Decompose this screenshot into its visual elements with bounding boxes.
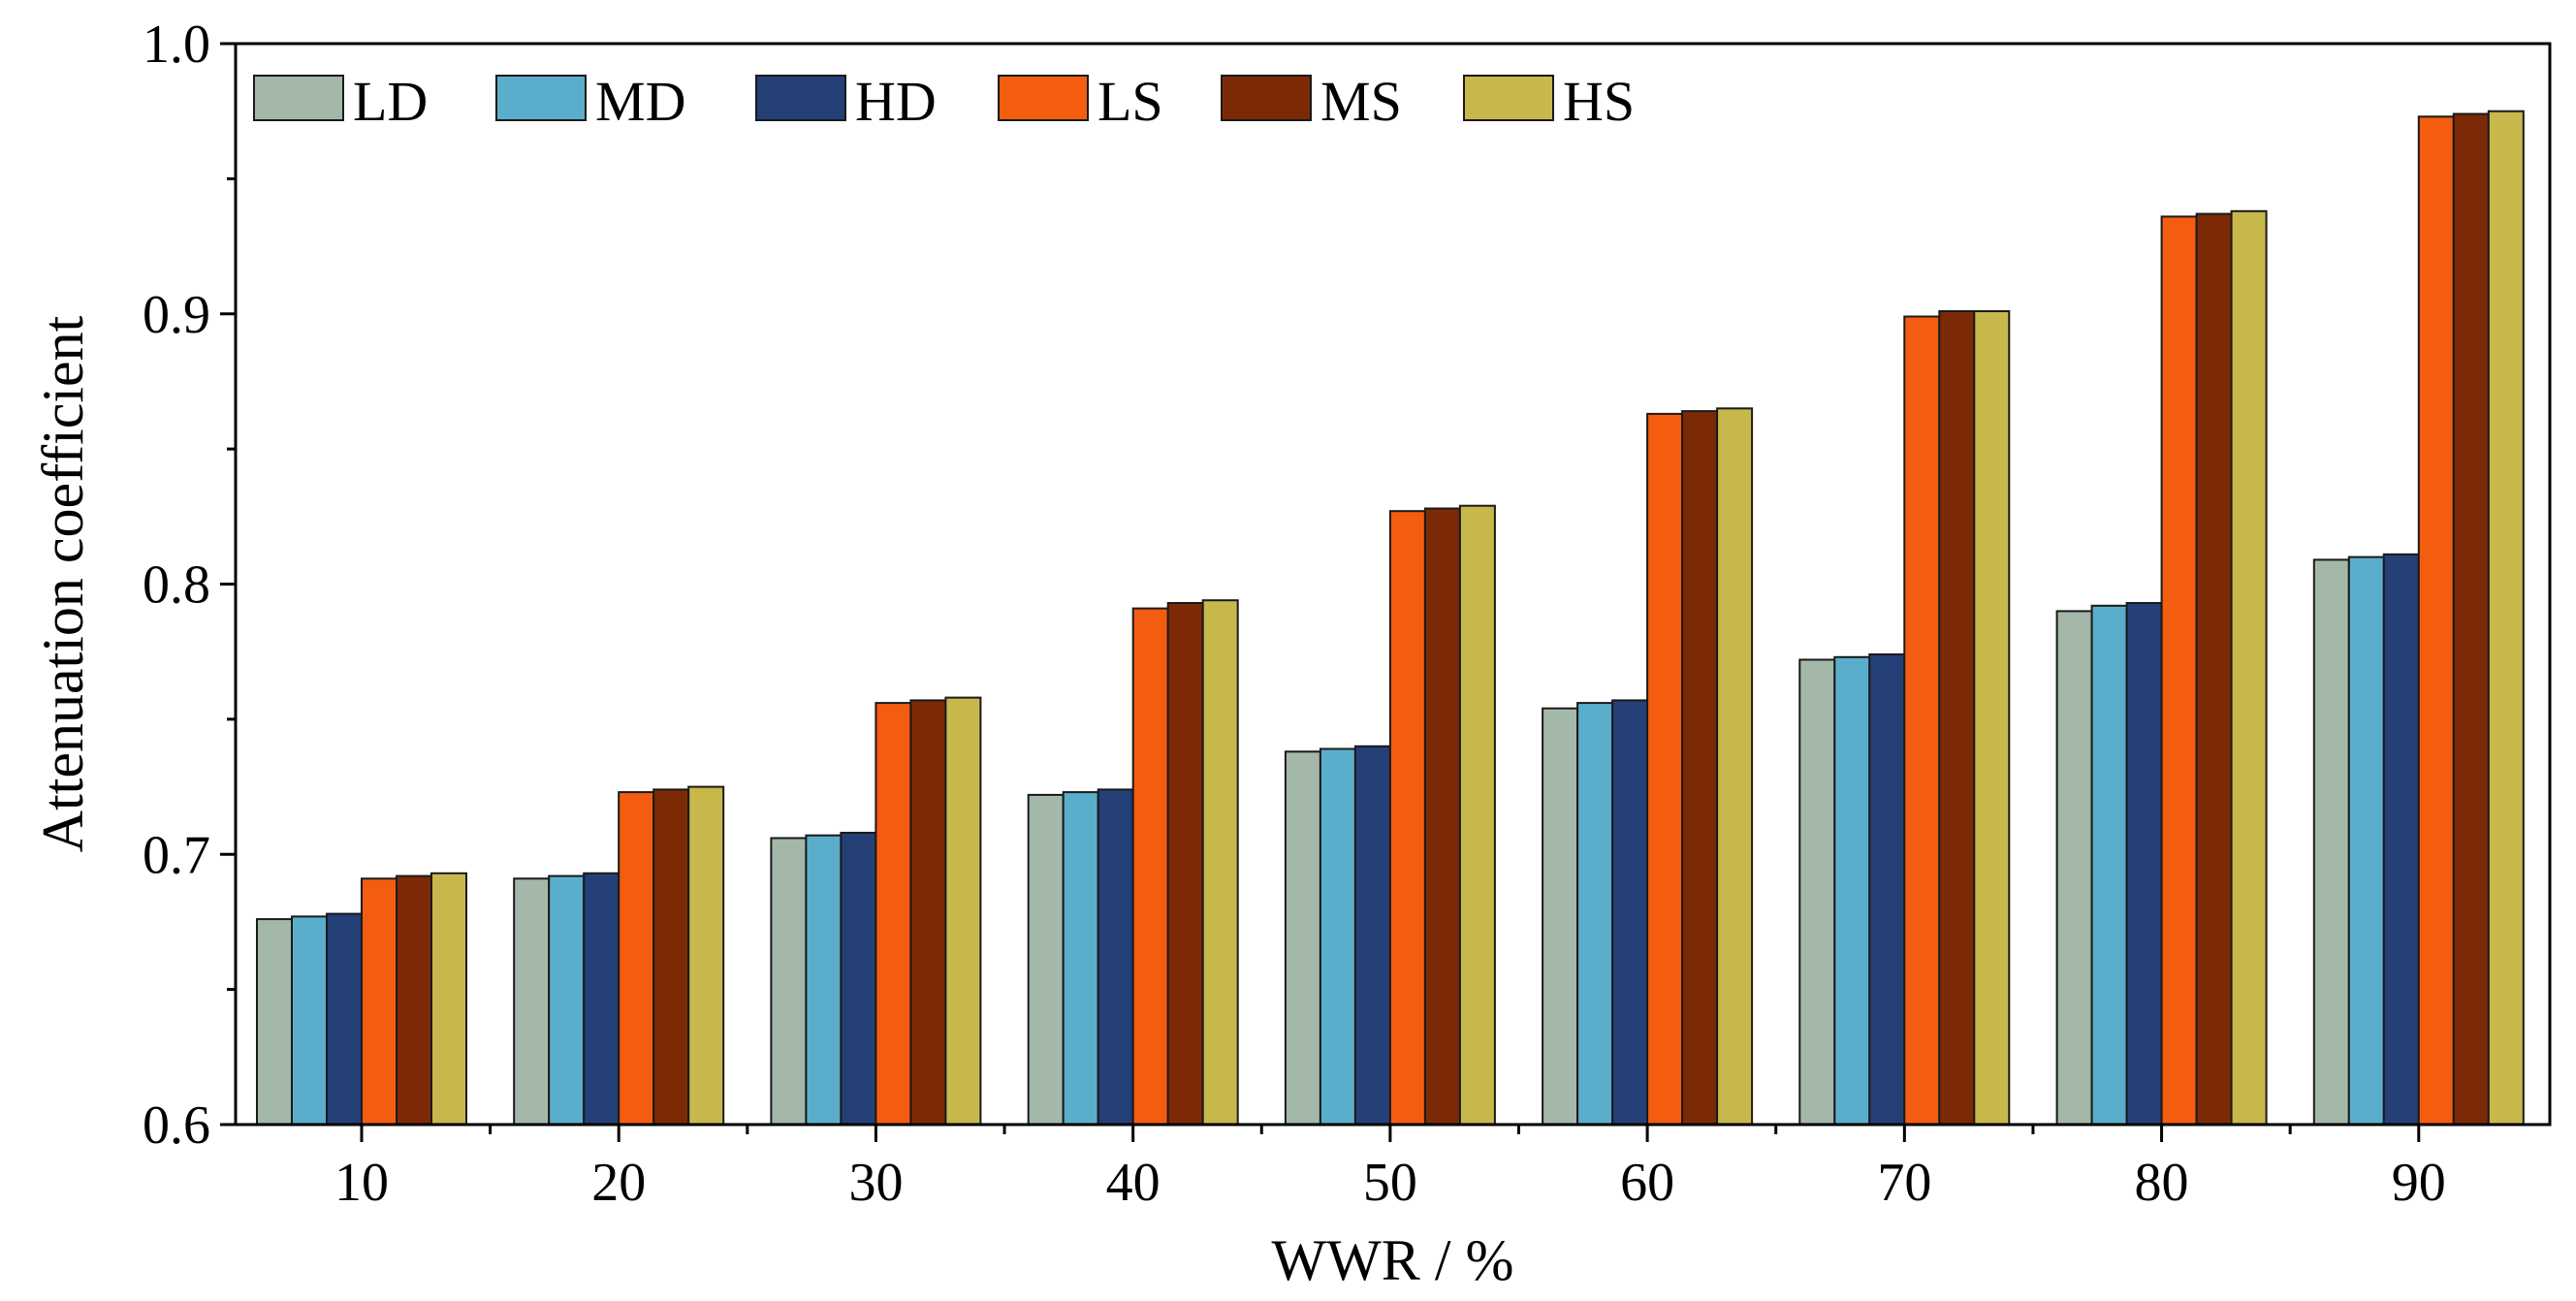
bar-HS-60 bbox=[1716, 407, 1754, 1126]
bar-HS-90 bbox=[2487, 110, 2525, 1126]
bar-HD-60 bbox=[1611, 699, 1649, 1126]
legend-label-MD: MD bbox=[595, 70, 685, 133]
y-tick-label: 0.8 bbox=[143, 555, 210, 616]
legend-label-MS: MS bbox=[1320, 70, 1402, 133]
x-tick-label: 40 bbox=[1106, 1153, 1161, 1213]
bar-MS-80 bbox=[2195, 212, 2233, 1126]
bar-HS-50 bbox=[1458, 504, 1496, 1126]
bar-LD-40 bbox=[1027, 793, 1065, 1126]
bar-LD-20 bbox=[513, 877, 551, 1126]
bar-MS-60 bbox=[1681, 410, 1719, 1126]
bar-MD-80 bbox=[2090, 604, 2128, 1126]
y-tick-label: 0.9 bbox=[143, 285, 210, 345]
bar-LD-60 bbox=[1542, 707, 1579, 1126]
bar-LD-30 bbox=[770, 837, 808, 1126]
bar-LD-10 bbox=[256, 918, 293, 1126]
bar-LD-90 bbox=[2312, 558, 2350, 1126]
x-tick-label: 80 bbox=[2135, 1153, 2189, 1213]
bar-MD-10 bbox=[291, 915, 328, 1126]
x-tick-label: 90 bbox=[2392, 1153, 2446, 1213]
bar-MS-10 bbox=[396, 874, 432, 1126]
bar-LS-80 bbox=[2160, 215, 2198, 1126]
bar-HD-30 bbox=[840, 832, 877, 1126]
bar-LS-40 bbox=[1131, 607, 1169, 1126]
bar-HD-90 bbox=[2382, 553, 2420, 1126]
y-tick-label: 0.6 bbox=[143, 1095, 210, 1156]
legend-swatch-LS bbox=[998, 75, 1089, 121]
x-tick-label: 10 bbox=[334, 1153, 389, 1213]
legend: LD MD HD LS MS HS bbox=[253, 70, 1635, 133]
bar-MS-70 bbox=[1938, 310, 1976, 1126]
bar-MS-20 bbox=[652, 788, 690, 1126]
bar-MS-40 bbox=[1166, 602, 1204, 1126]
bar-MD-90 bbox=[2347, 555, 2385, 1126]
legend-label-LD: LD bbox=[353, 70, 428, 133]
x-tick-label: 30 bbox=[848, 1153, 903, 1213]
x-tick-label: 70 bbox=[1877, 1153, 1931, 1213]
y-tick-label: 0.7 bbox=[143, 825, 210, 885]
x-tick-label: 60 bbox=[1620, 1153, 1674, 1213]
bar-HD-10 bbox=[326, 912, 363, 1126]
legend-swatch-HD bbox=[755, 75, 846, 121]
bar-MD-40 bbox=[1062, 791, 1099, 1126]
bar-HS-30 bbox=[944, 696, 982, 1126]
bar-LD-70 bbox=[1798, 658, 1836, 1126]
legend-label-HD: HD bbox=[855, 70, 937, 133]
y-tick-label: 1.0 bbox=[143, 15, 210, 75]
x-axis-title: WWR / % bbox=[1272, 1228, 1514, 1292]
bar-HD-80 bbox=[2125, 602, 2163, 1126]
legend-label-HS: HS bbox=[1563, 70, 1635, 133]
legend-swatch-HS bbox=[1463, 75, 1554, 121]
bar-MD-30 bbox=[805, 834, 843, 1126]
bar-LS-10 bbox=[361, 877, 398, 1126]
bar-HS-10 bbox=[430, 872, 467, 1126]
bar-HS-20 bbox=[687, 785, 725, 1126]
x-tick-label: 50 bbox=[1363, 1153, 1417, 1213]
axes-layer: 0.6 0.7 0.8 0.9 1.0 10 20 30 40 50 60 70 80 90 bbox=[143, 15, 2552, 1213]
bar-MD-60 bbox=[1576, 702, 1614, 1126]
bar-HS-70 bbox=[1973, 310, 2011, 1126]
legend-swatch-LD bbox=[253, 75, 344, 121]
bar-HD-20 bbox=[583, 872, 620, 1126]
bars-layer bbox=[256, 110, 2525, 1126]
bar-LS-30 bbox=[875, 702, 912, 1126]
bar-MS-50 bbox=[1423, 507, 1461, 1126]
bar-LD-80 bbox=[2055, 610, 2093, 1126]
y-axis-title: Attenuation coefficient bbox=[31, 315, 95, 852]
bar-LS-20 bbox=[618, 791, 655, 1126]
bar-MD-50 bbox=[1319, 747, 1356, 1126]
bar-HD-50 bbox=[1353, 745, 1391, 1126]
bar-HD-70 bbox=[1868, 653, 1906, 1126]
bar-HS-40 bbox=[1201, 599, 1239, 1126]
bar-MS-90 bbox=[2452, 112, 2490, 1126]
bar-LS-70 bbox=[1903, 315, 1941, 1126]
bar-HD-40 bbox=[1097, 788, 1134, 1126]
bar-LS-50 bbox=[1388, 510, 1426, 1126]
x-tick-label: 20 bbox=[591, 1153, 646, 1213]
bar-MD-20 bbox=[548, 874, 586, 1126]
legend-label-LS: LS bbox=[1097, 70, 1163, 133]
legend-swatch-MD bbox=[495, 75, 587, 121]
bar-LS-60 bbox=[1646, 412, 1684, 1126]
bar-LD-50 bbox=[1284, 750, 1321, 1126]
bar-MD-70 bbox=[1833, 655, 1871, 1126]
bar-HS-80 bbox=[2230, 209, 2268, 1126]
bar-LS-90 bbox=[2417, 115, 2455, 1126]
bar-MS-30 bbox=[909, 699, 947, 1126]
legend-swatch-MS bbox=[1221, 75, 1312, 121]
